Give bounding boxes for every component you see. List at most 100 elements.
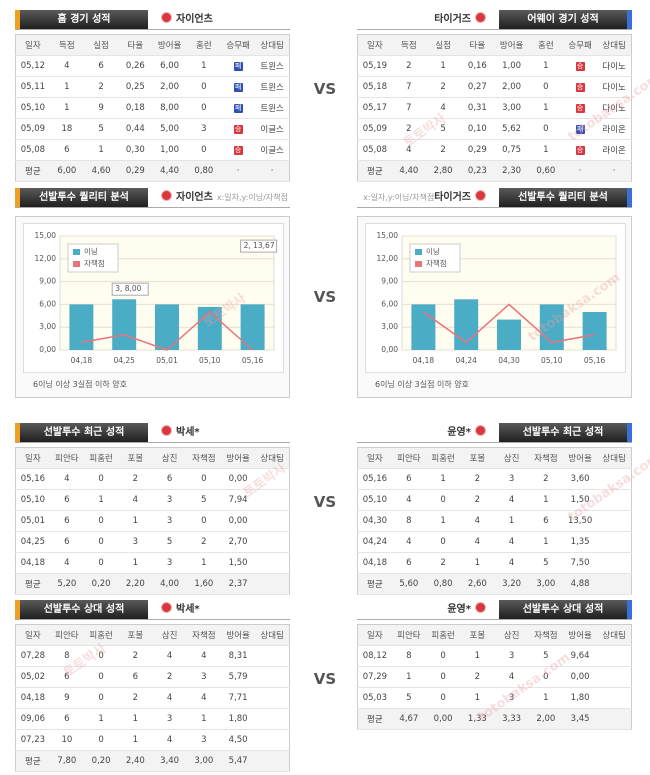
column-header: 일자 bbox=[15, 624, 50, 646]
cell: 승 bbox=[221, 139, 256, 161]
average-row: 평균 5,20 0,20 2,20 4,00 1,60 2,37 bbox=[15, 573, 290, 595]
cell: 6 bbox=[118, 666, 153, 688]
cell: 패 bbox=[221, 97, 256, 119]
cell: 0,16 bbox=[460, 55, 495, 77]
cell: 1 bbox=[118, 708, 153, 730]
cell: 3 bbox=[152, 489, 187, 511]
stats-table: 일자 피안타 피홈런 포볼 삼진 자책점 방어율 상대팀 05,16 4 0 2 6 0 0,00 05,10… bbox=[15, 447, 290, 595]
cell: 4 bbox=[460, 531, 495, 553]
legend-swatch bbox=[73, 249, 80, 255]
vs-label: VS bbox=[313, 288, 337, 306]
cell: 7,94 bbox=[221, 489, 256, 511]
cell: 1 bbox=[460, 645, 495, 667]
cell: 4,50 bbox=[221, 729, 256, 751]
cell: 3,33 bbox=[494, 708, 529, 730]
data-row: 04,18 6 2 1 4 5 7,50 bbox=[357, 552, 632, 574]
cell: 3 bbox=[152, 510, 187, 532]
cell: 4 bbox=[494, 489, 529, 511]
x-tick-label: 05,01 bbox=[156, 356, 178, 365]
cell: 3 bbox=[152, 708, 187, 730]
section-header: 선발투수 상대 성적 박세* bbox=[15, 600, 290, 620]
cell: 0 bbox=[84, 729, 119, 751]
header-row: 일자 피안타 피홈런 포볼 삼진 자책점 방어율 상대팀 bbox=[15, 447, 290, 469]
cell: 2,20 bbox=[118, 573, 153, 595]
section-title: 선발투수 상대 성적 bbox=[499, 600, 632, 619]
cell: 0,75 bbox=[494, 139, 529, 161]
y-tick-label: 15,00 bbox=[377, 231, 399, 240]
stats-table: 일자 득점 실점 타율 방어율 홈런 승무패 상대팀 05,19 2 1 0,16 1,00 1 승 다이노 0… bbox=[357, 34, 632, 182]
cell: 0 bbox=[186, 76, 221, 98]
data-row: 05,19 2 1 0,16 1,00 1 승 다이노 bbox=[357, 55, 632, 77]
cell: 2,40 bbox=[118, 750, 153, 772]
average-row: 평균 4,67 0,00 1,33 3,33 2,00 3,45 bbox=[357, 708, 632, 730]
cell bbox=[255, 510, 290, 532]
cell: 4 bbox=[460, 510, 495, 532]
cell: 9 bbox=[84, 97, 119, 119]
data-row: 04,18 9 0 2 4 4 7,71 bbox=[15, 687, 290, 709]
stats-table: 일자 피안타 피홈런 포볼 삼진 자책점 방어율 상대팀 07,28 8 0 2 4 4 8,31 05,02… bbox=[15, 624, 290, 772]
column-header: 피안타 bbox=[49, 447, 84, 469]
column-header: 상대팀 bbox=[255, 447, 290, 469]
cell: 8 bbox=[391, 510, 426, 532]
average-row: 평균 6,00 4,60 0,29 4,40 0,80 · · bbox=[15, 160, 290, 182]
cell: 0,25 bbox=[118, 76, 153, 98]
cell: 5,00 bbox=[152, 118, 187, 140]
cell: 0,00 bbox=[221, 468, 256, 490]
x-tick-label: 04,18 bbox=[413, 356, 435, 365]
cell: 1 bbox=[528, 531, 563, 553]
result-icon: 패 bbox=[575, 125, 585, 134]
header-row: 일자 피안타 피홈런 포볼 삼진 자책점 방어율 상대팀 bbox=[357, 624, 632, 646]
team-label: 자이언츠 x:일자,y:이닝/자책점 bbox=[157, 188, 288, 207]
column-header: 득점 bbox=[391, 34, 426, 56]
cell bbox=[255, 687, 290, 709]
cell: 0 bbox=[426, 666, 461, 688]
column-header: 피홈런 bbox=[426, 447, 461, 469]
cell: 5,60 bbox=[391, 573, 426, 595]
cell: 2 bbox=[426, 76, 461, 98]
cell: 07,29 bbox=[357, 666, 392, 688]
cell: 5 bbox=[152, 531, 187, 553]
cell: 4 bbox=[49, 552, 84, 574]
cell: 05,08 bbox=[15, 139, 50, 161]
cell: 04,18 bbox=[357, 552, 392, 574]
column-header: 득점 bbox=[49, 34, 84, 56]
x-tick-label: 05,10 bbox=[199, 356, 221, 365]
data-row: 05,11 1 2 0,25 2,00 0 패 트윈스 bbox=[15, 76, 290, 98]
cell: 승 bbox=[563, 55, 598, 77]
cell: 1 bbox=[391, 666, 426, 688]
cell: 2 bbox=[118, 687, 153, 709]
legend-swatch bbox=[415, 249, 422, 255]
cell: 3 bbox=[494, 687, 529, 709]
cell: 04,25 bbox=[15, 531, 50, 553]
result-icon: 패 bbox=[233, 83, 243, 92]
cell: 2,70 bbox=[221, 531, 256, 553]
y-tick-label: 0,00 bbox=[381, 345, 398, 354]
panel: 홈 경기 성적 자이언츠 일자 득점 실점 타율 방어율 홈런 승무패 상대팀 05,12 4 6 0,2… bbox=[15, 10, 290, 182]
legend-swatch bbox=[73, 261, 80, 267]
cell: 평균 bbox=[15, 160, 50, 182]
data-row: 05,12 4 6 0,26 6,00 1 패 트윈스 bbox=[15, 55, 290, 77]
cell: 1 bbox=[84, 139, 119, 161]
cell: 6 bbox=[49, 666, 84, 688]
team-logo bbox=[475, 190, 486, 201]
cell: 07,23 bbox=[15, 729, 50, 751]
column-header: 포볼 bbox=[118, 447, 153, 469]
cell: 4 bbox=[391, 139, 426, 161]
cell: 5,47 bbox=[221, 750, 256, 772]
team-label: x:일자,y:이닝/자책점타이거즈 bbox=[359, 188, 490, 207]
cell: 10 bbox=[49, 729, 84, 751]
column-header: 피홈런 bbox=[426, 624, 461, 646]
team-logo bbox=[475, 12, 486, 23]
cell: 트윈스 bbox=[255, 97, 290, 119]
column-header: 상대팀 bbox=[597, 34, 632, 56]
cell: 2 bbox=[152, 666, 187, 688]
bar bbox=[497, 319, 521, 350]
cell: 패 bbox=[221, 55, 256, 77]
team-name: 박세* bbox=[176, 604, 200, 615]
cell: 4 bbox=[49, 468, 84, 490]
section-title: 어웨이 경기 성적 bbox=[499, 10, 632, 29]
cell: 0,20 bbox=[84, 750, 119, 772]
cell: 1 bbox=[118, 729, 153, 751]
legend-box bbox=[67, 243, 119, 273]
